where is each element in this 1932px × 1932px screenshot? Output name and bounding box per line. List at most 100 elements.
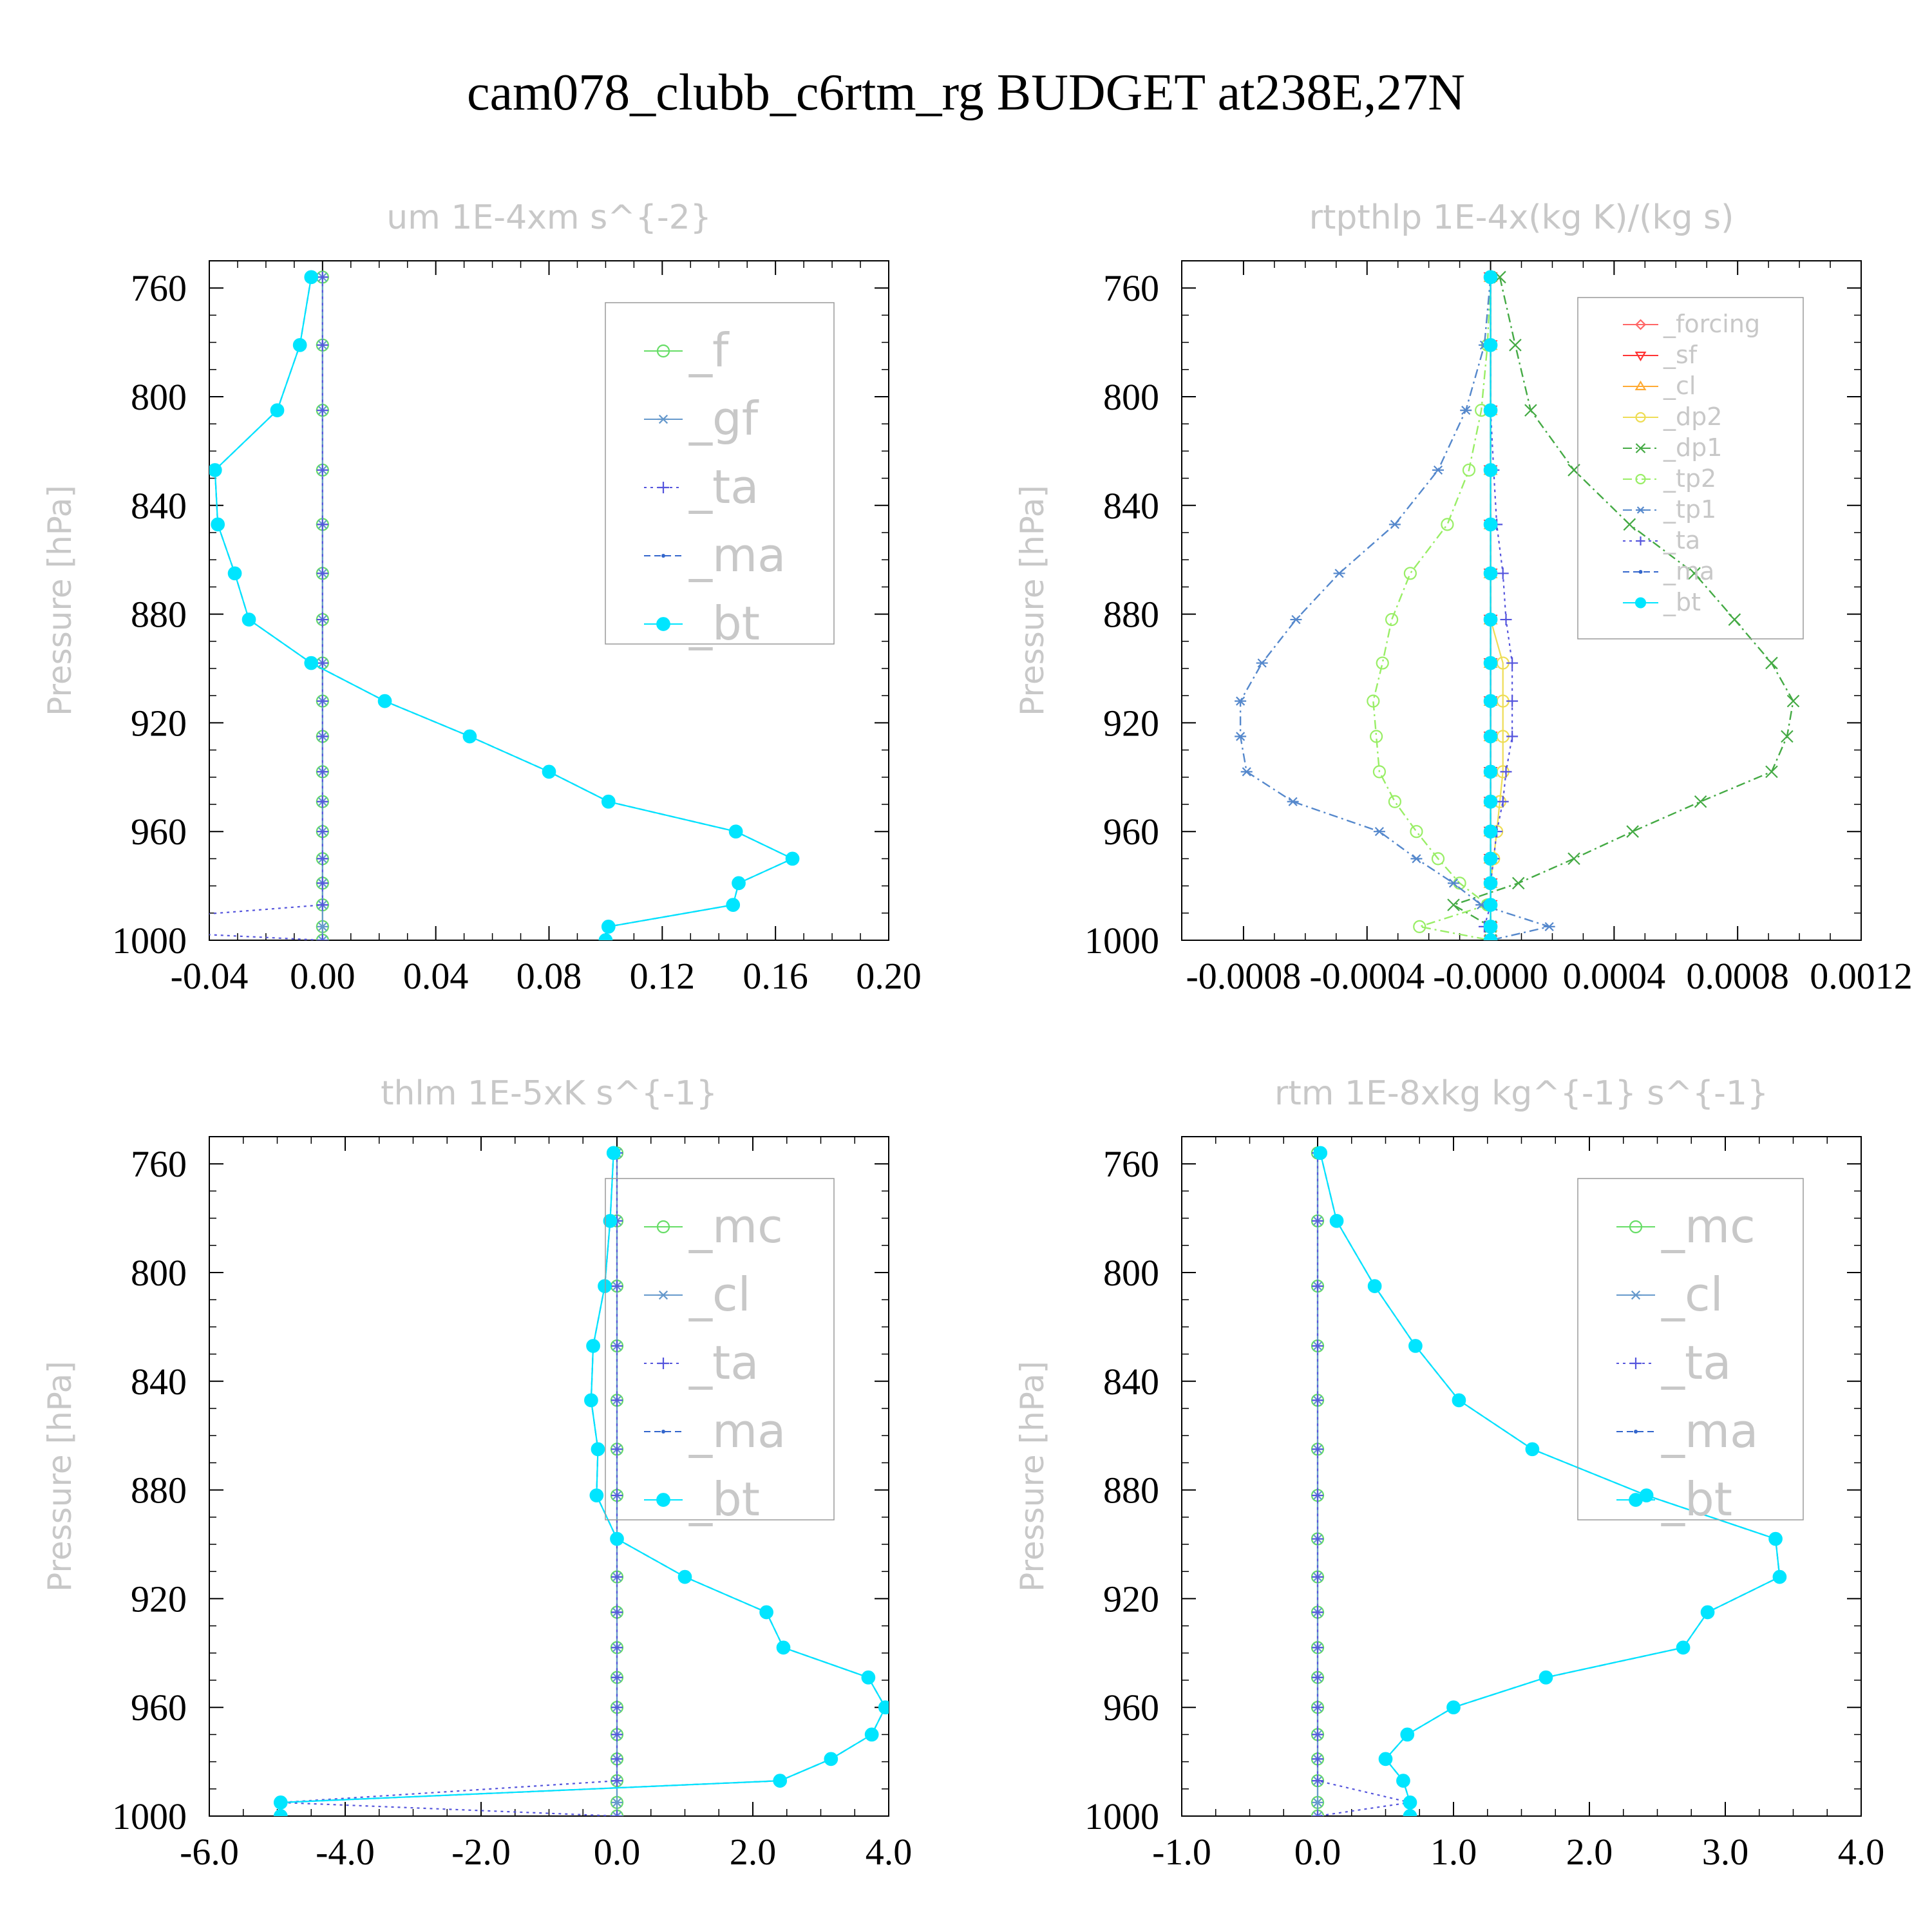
data-point-bt [677, 1569, 692, 1584]
legend-marker-cl [1630, 1290, 1642, 1300]
data-point-ta [1312, 1701, 1323, 1714]
data-point-bt [1367, 1279, 1382, 1293]
legend-label-tp1: _tp1 [1663, 495, 1716, 524]
y-tick-label: 920 [131, 1578, 187, 1620]
legend-marker-f [656, 344, 670, 358]
legend-label-mc: _mc [688, 1199, 783, 1253]
y-tick-label: 960 [1103, 811, 1159, 853]
y-tick-label: 920 [131, 702, 187, 744]
legend-label-f: _f [688, 323, 730, 377]
data-point-dp1 [1694, 795, 1707, 808]
data-point-tp2 [1388, 795, 1401, 808]
data-point-ta [611, 1775, 623, 1787]
panel-title: um 1E-4xm s^{-2} [386, 198, 712, 237]
data-point-tp1 [1287, 797, 1299, 806]
data-point-cl [1312, 1811, 1323, 1816]
legend-box [605, 1178, 835, 1520]
legend: _forcing _sf _cl_dp2_dp1_tp2_tp1_ta _ma _bt [1577, 297, 1804, 639]
data-point-bt [462, 729, 477, 744]
series-line-ma [279, 1153, 886, 1816]
data-point-bt [589, 1488, 604, 1502]
data-point-ta [1500, 614, 1512, 626]
chart-panels: um 1E-4xm s^{-2}Pressure [hPa]-0.04 0.00 0… [41, 198, 1913, 1873]
legend-marker-ma [1638, 570, 1643, 574]
legend-marker-gf [658, 414, 669, 424]
data-point-bt [273, 1795, 288, 1810]
y-tick-label: 760 [1103, 267, 1159, 309]
data-point-ta [316, 518, 328, 531]
legend-label-bt: _bt [688, 1472, 760, 1526]
x-tick-label: -0.0000 [1433, 955, 1548, 997]
x-tick-label: -0.04 [171, 955, 249, 997]
y-tick-label: 1000 [1084, 920, 1159, 961]
data-point-bt [209, 463, 222, 477]
data-point-ta [611, 1701, 623, 1714]
legend-marker-bt [656, 1493, 670, 1507]
y-tick-label: 960 [131, 811, 187, 853]
legend: _f _gf _ta _ma _bt [605, 302, 835, 650]
legend-marker-tp1 [1636, 506, 1645, 514]
data-point-cl [1312, 1797, 1323, 1807]
data-point-ta [1312, 1340, 1323, 1352]
data-point-tp2 [1370, 730, 1383, 743]
data-point-bt [785, 851, 800, 866]
x-tick-label: -4.0 [316, 1831, 375, 1873]
data-point-tp1 [1432, 465, 1444, 475]
data-point-tp2 [1403, 567, 1417, 580]
y-tick-label: 800 [1103, 376, 1159, 418]
x-tick-label: -0.0004 [1309, 955, 1425, 997]
data-point-ta [1506, 730, 1519, 743]
plot-frame [209, 1136, 889, 1817]
data-point-tp1 [1290, 614, 1302, 625]
data-point-bt [270, 403, 285, 417]
data-point-bt [1539, 1670, 1553, 1685]
legend-marker-dp1 [1635, 443, 1646, 453]
legend-label-cl: _cl [1661, 1267, 1723, 1321]
data-point-bt [1483, 270, 1498, 285]
data-point-tp1 [1460, 406, 1472, 415]
data-point-ta [316, 853, 328, 865]
data-point-bt [1483, 463, 1498, 477]
data-point-bt [1483, 933, 1498, 940]
x-tick-label: 0.16 [743, 955, 808, 997]
legend-label-bt: _bt [1663, 588, 1701, 616]
data-point-bt [598, 1279, 612, 1293]
data-point-bt [606, 1146, 621, 1160]
data-point-dp1 [1626, 825, 1639, 838]
data-point-tp1 [1448, 878, 1459, 888]
legend-label-forcing: _forcing [1663, 310, 1760, 338]
data-point-bt [227, 566, 242, 581]
legend-marker-ma [661, 1430, 665, 1434]
data-point-bt [1329, 1213, 1344, 1228]
x-tick-label: 0.0 [1294, 1831, 1341, 1873]
data-point-tp2 [1431, 852, 1445, 866]
data-point-tp1 [1388, 520, 1401, 529]
data-point-bt [304, 656, 319, 670]
x-tick-label: 2.0 [1566, 1831, 1613, 1873]
data-point-bt [773, 1774, 788, 1788]
data-point-ta [611, 1394, 623, 1406]
data-point-ta [1312, 1533, 1323, 1545]
data-point-ta [316, 404, 328, 417]
y-tick-label: 760 [131, 1143, 187, 1185]
data-point-ta [316, 826, 328, 838]
data-point-ta [316, 464, 328, 476]
x-tick-label: 3.0 [1702, 1831, 1749, 1873]
y-tick-label: 1000 [1084, 1795, 1159, 1837]
series-layer [1311, 1146, 1787, 1816]
legend-label-bt: _bt [1661, 1472, 1732, 1526]
y-tick-label: 800 [131, 376, 187, 418]
data-point-dp1 [1524, 404, 1537, 417]
y-axis-label: Pressure [hPa] [1014, 1361, 1051, 1592]
legend-marker-bt [1629, 1493, 1643, 1507]
data-point-ta [1506, 657, 1519, 669]
data-point-tp2 [1413, 920, 1426, 934]
legend-label-sf: _sf [1663, 341, 1698, 369]
data-point-ta [611, 1728, 623, 1741]
series-line-ta [1483, 277, 1513, 940]
data-point-gf [316, 935, 328, 940]
x-tick-label: 0.0008 [1686, 955, 1789, 997]
chart-panel-3: thlm 1E-5xK s^{-1} Pressure [hPa] -6.0 -4.0… [41, 1074, 912, 1873]
x-tick-label: 0.00 [290, 955, 355, 997]
